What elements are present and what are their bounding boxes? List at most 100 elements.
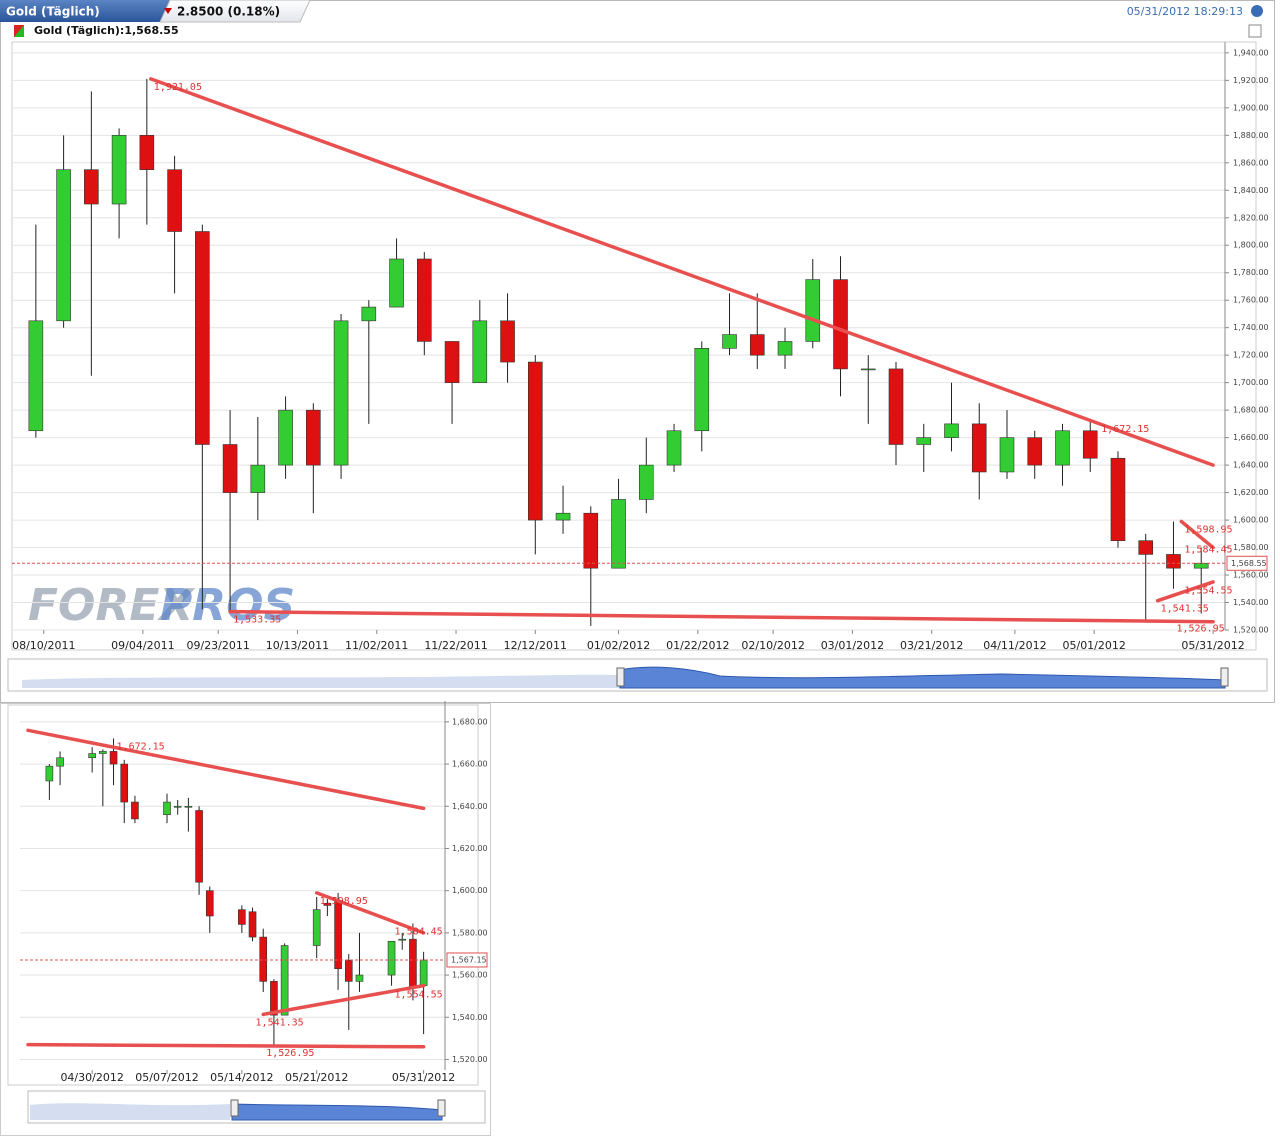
x-tick-label: 05/01/2012: [1062, 639, 1125, 652]
x-tick-label: 05/31/2012: [1181, 639, 1244, 652]
annotation: 1,672.15: [117, 741, 165, 752]
x-tick-label: 04/11/2012: [983, 639, 1046, 652]
y-tick-label: 1,820.00: [1233, 213, 1269, 222]
x-tick-label: 03/01/2012: [821, 639, 884, 652]
main-panel: [0, 0, 1275, 703]
y-tick-label: 1,540.00: [452, 1013, 488, 1022]
candle-body: [888, 368, 904, 445]
candle-body: [361, 306, 377, 322]
watermark: PROS: [160, 580, 295, 631]
x-tick-label: 01/22/2012: [666, 639, 729, 652]
annotation: 1,541.35: [1161, 604, 1209, 615]
candle-body: [722, 334, 737, 349]
candle-body: [417, 258, 432, 342]
candle-body: [638, 464, 654, 500]
x-tick-label: 05/21/2012: [285, 1071, 348, 1084]
candle-body: [749, 334, 765, 356]
y-tick-label: 1,880.00: [1233, 131, 1269, 140]
candle-body: [355, 974, 364, 982]
minimize[interactable]: [1248, 24, 1262, 38]
trendline: [261, 983, 426, 1017]
annotation: 1,554.55: [1184, 586, 1232, 597]
navigator-handle[interactable]: [616, 667, 625, 687]
y-tick-label: 1,520.00: [452, 1055, 488, 1064]
x-tick-label: 04/30/2012: [60, 1071, 123, 1084]
timestamp: 05/31/2012 18:29:13: [1127, 5, 1243, 18]
candle-body: [694, 348, 710, 432]
candle-body: [1138, 540, 1154, 555]
navigator-handle[interactable]: [1220, 667, 1229, 687]
x-tick-label: 11/02/2011: [345, 639, 408, 652]
y-tick-label: 1,840.00: [1233, 186, 1269, 195]
candle-body: [312, 909, 321, 946]
candle-body: [916, 437, 932, 445]
y-tick-label: 1,740.00: [1233, 323, 1269, 332]
candle-body: [860, 368, 876, 371]
navigator-area: [22, 674, 620, 688]
candle-body: [109, 751, 118, 765]
candle-body: [1110, 457, 1126, 541]
candle-body: [999, 437, 1015, 473]
annotation: 1,526.95: [1176, 623, 1224, 634]
plot-frame: [7, 704, 479, 1086]
annotation: 1,526.95: [266, 1048, 314, 1059]
candle-body: [111, 135, 127, 205]
candle-body: [333, 320, 349, 466]
trendline: [26, 1042, 426, 1049]
candle-body: [583, 512, 599, 569]
x-tick-label: 09/23/2011: [186, 639, 249, 652]
x-tick-label: 09/04/2011: [111, 639, 174, 652]
trendline: [149, 77, 1215, 467]
watermark: FOREX: [28, 580, 195, 631]
candle-body: [444, 341, 460, 383]
candle-body: [805, 279, 821, 342]
candle-body: [306, 409, 321, 466]
trendline: [26, 728, 426, 811]
y-tick-label: 1,580.00: [1233, 543, 1269, 552]
candle-body: [323, 903, 332, 906]
plot-frame: [11, 41, 1257, 651]
current-price-box: [1226, 555, 1268, 571]
candle-body: [344, 959, 353, 982]
annotation: 1,584.45: [1184, 544, 1232, 555]
annotation: 1,554.55: [395, 990, 443, 1001]
y-tick-label: 1,680.00: [1233, 406, 1269, 415]
candle-body: [833, 279, 848, 370]
x-tick-label: 02/10/2012: [741, 639, 804, 652]
y-tick-label: 1,940.00: [1233, 48, 1269, 57]
candle-body: [99, 751, 107, 754]
y-tick-label: 1,640.00: [1233, 461, 1269, 470]
candle-body: [195, 231, 210, 445]
down-arrow: [164, 8, 172, 14]
y-tick-label: 1,540.00: [1233, 598, 1269, 607]
refresh-icon[interactable]: [1251, 5, 1263, 17]
tab[interactable]: [0, 0, 170, 22]
y-tick-label: 1,580.00: [452, 928, 488, 937]
legend-icon-up: [14, 25, 24, 37]
candle-body: [167, 169, 182, 232]
candle-body: [238, 909, 246, 925]
candle-body: [472, 320, 488, 383]
candle-body: [409, 938, 417, 989]
navigator-handle[interactable]: [230, 1099, 239, 1117]
navigator-handle[interactable]: [437, 1099, 446, 1117]
candle-body: [398, 938, 407, 941]
y-tick-label: 1,600.00: [452, 886, 488, 895]
candle-body: [500, 320, 515, 363]
candle-body: [88, 753, 96, 759]
x-tick-label: 05/31/2012: [392, 1071, 455, 1084]
y-tick-label: 1,700.00: [1233, 378, 1269, 387]
trendline: [314, 891, 426, 935]
candle-body: [944, 423, 959, 438]
navigator-area: [30, 1103, 230, 1120]
candle-body: [259, 936, 268, 982]
candle-body: [28, 320, 44, 432]
trendline: [228, 609, 1215, 624]
candle-body: [1166, 554, 1181, 569]
y-tick-label: 1,920.00: [1233, 76, 1269, 85]
x-tick-label: 11/22/2011: [424, 639, 487, 652]
y-tick-label: 1,720.00: [1233, 351, 1269, 360]
y-tick-label: 1,640.00: [452, 802, 488, 811]
navigator-selection[interactable]: [619, 666, 1226, 689]
